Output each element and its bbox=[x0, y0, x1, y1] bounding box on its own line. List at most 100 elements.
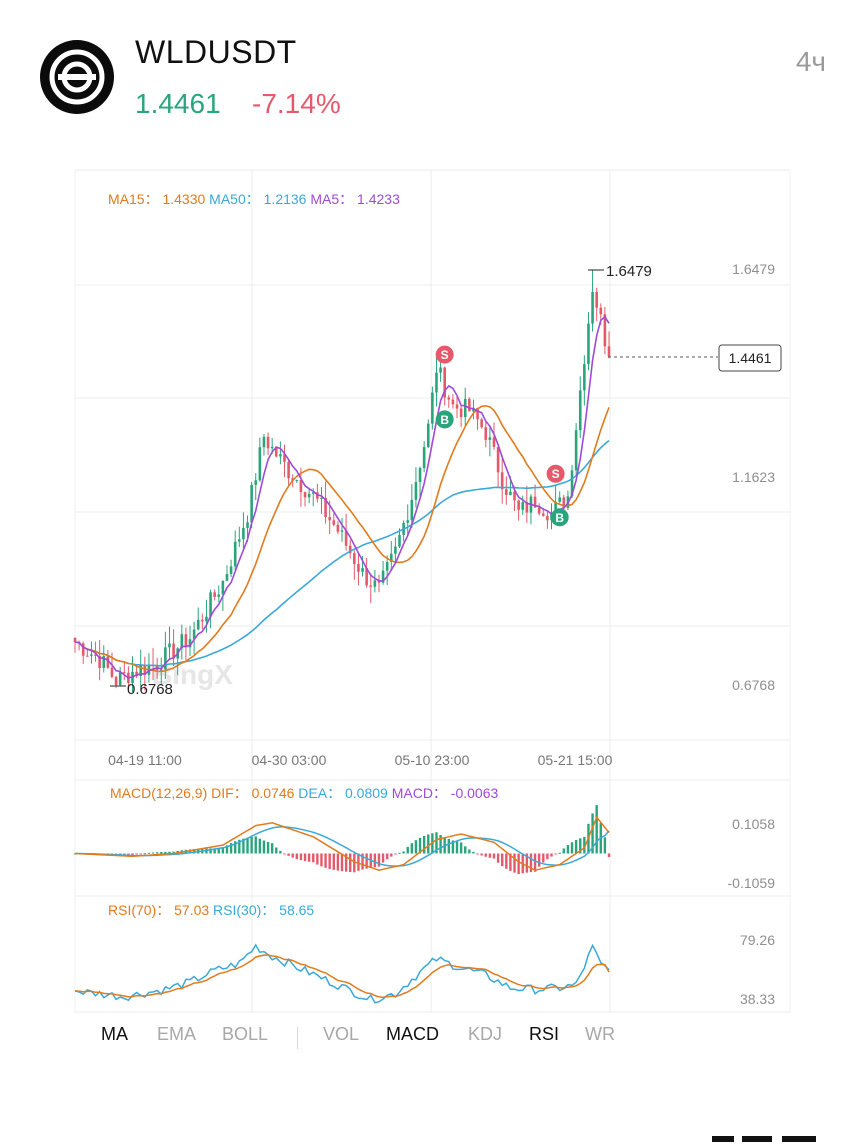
price-change-percent: -7.14% bbox=[252, 88, 341, 119]
candle-body bbox=[455, 404, 459, 409]
x-label-4: 05-21 15:00 bbox=[538, 752, 613, 768]
candle-body bbox=[578, 390, 582, 431]
candle-body bbox=[562, 497, 566, 509]
candle-body bbox=[225, 574, 229, 581]
candle-body bbox=[365, 568, 368, 586]
candle-body bbox=[377, 580, 381, 583]
macd-histogram-bar bbox=[312, 853, 315, 863]
macd-histogram-bar bbox=[550, 853, 553, 857]
legend-main-item-0: MA15： 1.4330 bbox=[108, 191, 205, 207]
legend-main-text: MA15： 1.4330 MA50： 1.2136 MA5： 1.4233 bbox=[108, 191, 400, 207]
macd-histogram-bar bbox=[554, 853, 557, 855]
candle-body bbox=[344, 530, 348, 546]
signal-label: B bbox=[440, 413, 449, 427]
legend-macd-item-1: DIF： 0.0746 bbox=[207, 785, 294, 801]
candle-body bbox=[110, 667, 114, 677]
macd-histogram-bar bbox=[595, 805, 598, 854]
candle-body bbox=[505, 489, 508, 495]
macd-histogram-bar bbox=[349, 853, 352, 873]
macd-histogram-bar bbox=[283, 853, 286, 855]
macd-histogram-bar bbox=[188, 849, 192, 854]
main-legend: MA15： 1.4330 MA50： 1.2136 MA5： 1.4233 bbox=[108, 191, 400, 207]
macd-dea-line bbox=[75, 826, 610, 867]
candle-body bbox=[595, 292, 598, 308]
candle-body bbox=[541, 513, 545, 516]
candle-body bbox=[443, 367, 446, 398]
candle-body bbox=[607, 346, 611, 357]
candle-body bbox=[274, 446, 278, 457]
candle-body bbox=[258, 447, 262, 481]
candle-body bbox=[583, 364, 586, 391]
macd-histogram-bar bbox=[123, 853, 126, 855]
candle-body bbox=[299, 480, 303, 493]
candle-body bbox=[558, 497, 562, 502]
macd-histogram-bar bbox=[562, 848, 566, 854]
chart-grid bbox=[74, 169, 791, 1013]
macd-histogram-bar bbox=[398, 852, 401, 854]
tab-ma[interactable]: MA bbox=[101, 1024, 128, 1044]
tab-ema[interactable]: EMA bbox=[157, 1024, 197, 1044]
tab-macd[interactable]: MACD bbox=[386, 1024, 439, 1044]
macd-histogram-bar bbox=[147, 852, 151, 854]
high-label: 1.6479 bbox=[606, 263, 652, 280]
candle-body bbox=[451, 399, 455, 405]
macd-histogram-bar bbox=[447, 838, 450, 854]
candlesticks bbox=[73, 270, 611, 693]
macd-histogram-bar bbox=[320, 853, 323, 867]
candle-body bbox=[135, 671, 138, 677]
signal-marker-icon bbox=[546, 464, 565, 483]
macd-histogram-bar bbox=[459, 842, 463, 854]
candle-body bbox=[262, 436, 266, 448]
candle-body bbox=[246, 522, 249, 528]
macd-histogram-bar bbox=[468, 849, 471, 854]
ma15-line bbox=[74, 405, 610, 673]
candle-body bbox=[435, 372, 438, 393]
legend-main-item-2: MA5： 1.4233 bbox=[306, 191, 400, 207]
tab-boll[interactable]: BOLL bbox=[222, 1024, 269, 1044]
tab-kdj[interactable]: KDJ bbox=[468, 1024, 503, 1044]
macd-histogram-bar bbox=[209, 848, 212, 854]
candle-body bbox=[254, 480, 258, 485]
macd-histogram-bar bbox=[155, 852, 159, 854]
candle-body bbox=[422, 447, 426, 468]
candle-body bbox=[168, 643, 171, 648]
tab-rsi[interactable]: RSI bbox=[529, 1024, 560, 1044]
macd-histogram-bar bbox=[332, 853, 335, 870]
macd-histogram-bar bbox=[127, 853, 130, 855]
candle-body bbox=[373, 580, 377, 587]
candle-body bbox=[488, 437, 492, 440]
macd-histogram-bar bbox=[328, 853, 331, 869]
legend-main-item-1: MA50： 1.2136 bbox=[205, 191, 306, 207]
macd-y-label-top: 0.1058 bbox=[732, 816, 775, 832]
candle-body bbox=[205, 616, 208, 622]
tab-wr[interactable]: WR bbox=[585, 1024, 615, 1044]
macd-histogram-bar bbox=[537, 853, 541, 867]
x-axis-labels: 04-19 11:00 04-30 03:00 05-10 23:00 05-2… bbox=[108, 752, 612, 768]
candle-body bbox=[270, 446, 274, 449]
macd-histogram-bar bbox=[221, 848, 225, 854]
macd-histogram-bar bbox=[464, 846, 467, 854]
macd-histogram-bar bbox=[414, 840, 418, 854]
macd-histogram-bar bbox=[353, 853, 356, 873]
candle-body bbox=[492, 437, 496, 447]
tab-divider bbox=[297, 1027, 298, 1049]
candle-body bbox=[229, 566, 233, 575]
macd-histogram-bar bbox=[579, 838, 582, 854]
tab-vol[interactable]: VOL bbox=[323, 1024, 360, 1044]
candle-body bbox=[86, 655, 89, 657]
macd-histogram-bar bbox=[373, 853, 377, 868]
macd-panel bbox=[73, 805, 611, 875]
timeframe-selector[interactable]: 4ч bbox=[795, 46, 826, 77]
macd-histogram-bar bbox=[365, 853, 368, 869]
legend-rsi-item-0: RSI(70)： 57.03 bbox=[108, 902, 209, 918]
rsi-legend: RSI(70)： 57.03 RSI(30)： 58.65 bbox=[108, 902, 314, 918]
macd-histogram-bar bbox=[172, 851, 175, 854]
candle-body bbox=[353, 553, 356, 565]
x-label-1: 04-19 11:00 bbox=[108, 752, 182, 768]
macd-histogram-bar bbox=[307, 853, 311, 862]
macd-histogram-bar bbox=[603, 837, 607, 854]
candle-body bbox=[192, 629, 196, 640]
candle-body bbox=[348, 545, 352, 554]
low-label: 0.6768 bbox=[127, 681, 173, 698]
